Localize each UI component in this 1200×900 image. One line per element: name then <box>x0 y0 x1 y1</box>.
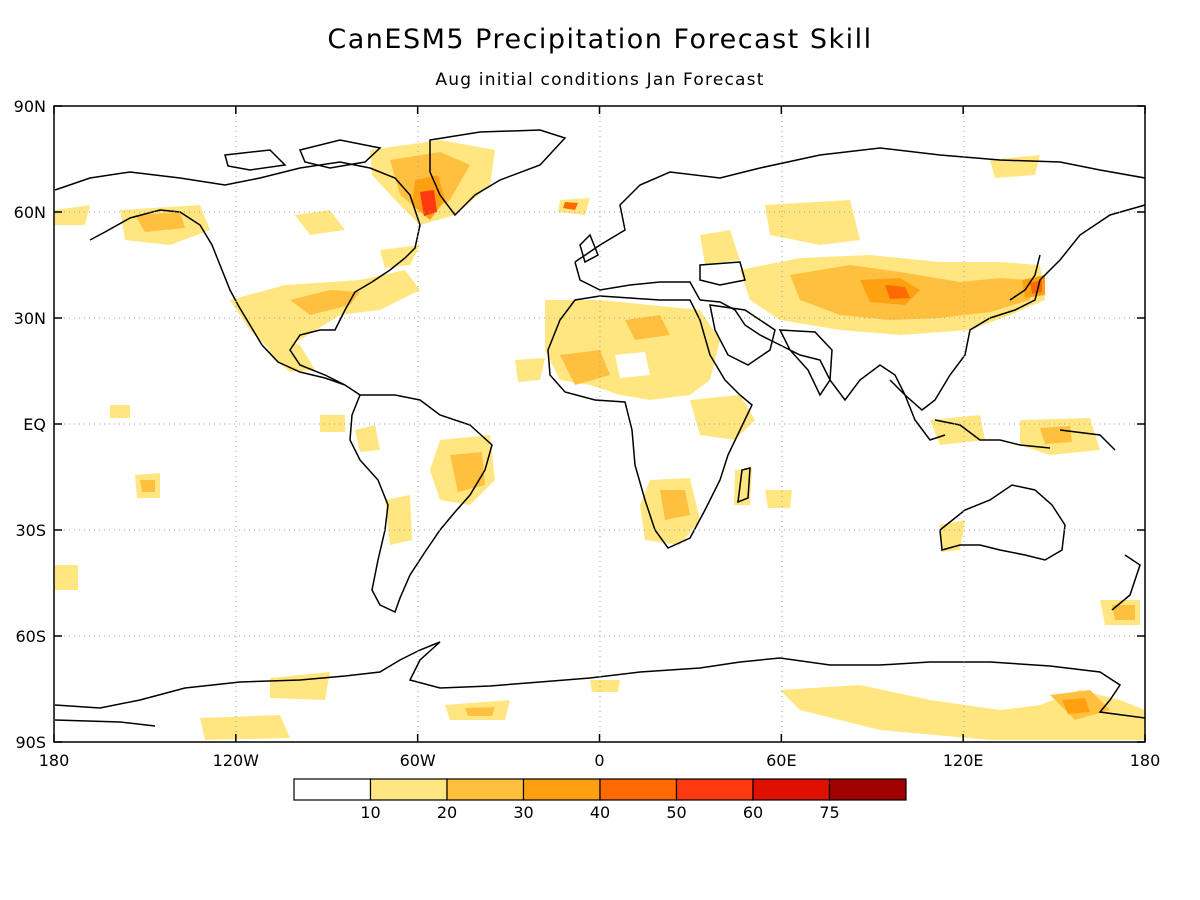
lat-tick-label: 90S <box>15 733 46 752</box>
lat-tick-label: 30S <box>15 521 46 540</box>
coastlines <box>54 129 1145 727</box>
colorbar-swatch <box>752 778 831 801</box>
colorbar-label: 40 <box>590 803 610 822</box>
lat-tick-label: 90N <box>14 97 46 116</box>
lat-tick-label: 60N <box>14 203 46 222</box>
colorbar-label: 75 <box>819 803 839 822</box>
colorbar-label: 20 <box>437 803 457 822</box>
colorbar-label: 50 <box>666 803 686 822</box>
lat-lon-grid <box>54 106 1145 742</box>
map-subtitle: Aug initial conditions Jan Forecast <box>435 70 765 90</box>
lon-tick-label: 180 <box>1130 751 1161 770</box>
colorbar-swatch <box>293 778 372 801</box>
lat-tick-label: 60S <box>15 627 46 646</box>
colorbar-label: 60 <box>743 803 763 822</box>
colorbar-swatch <box>446 778 525 801</box>
skill-shading <box>55 140 1145 740</box>
lat-tick-label: EQ <box>23 415 46 434</box>
lon-tick-label: 60W <box>400 751 436 770</box>
lon-tick-label: 60E <box>766 751 796 770</box>
colorbar-swatch <box>599 778 678 801</box>
colorbar-swatch <box>522 778 601 801</box>
map-title: CanESM5 Precipitation Forecast Skill <box>327 24 873 55</box>
colorbar-swatch <box>369 778 448 801</box>
colorbar-label: 10 <box>360 803 380 822</box>
lon-tick-label: 180 <box>39 751 70 770</box>
lat-tick-label: 30N <box>14 309 46 328</box>
lon-tick-label: 120E <box>943 751 984 770</box>
lon-tick-label: 0 <box>594 751 604 770</box>
colorbar-swatch <box>675 778 754 801</box>
colorbar <box>293 778 907 801</box>
lon-tick-label: 120W <box>213 751 260 770</box>
colorbar-swatch <box>828 778 907 801</box>
colorbar-label: 30 <box>513 803 533 822</box>
